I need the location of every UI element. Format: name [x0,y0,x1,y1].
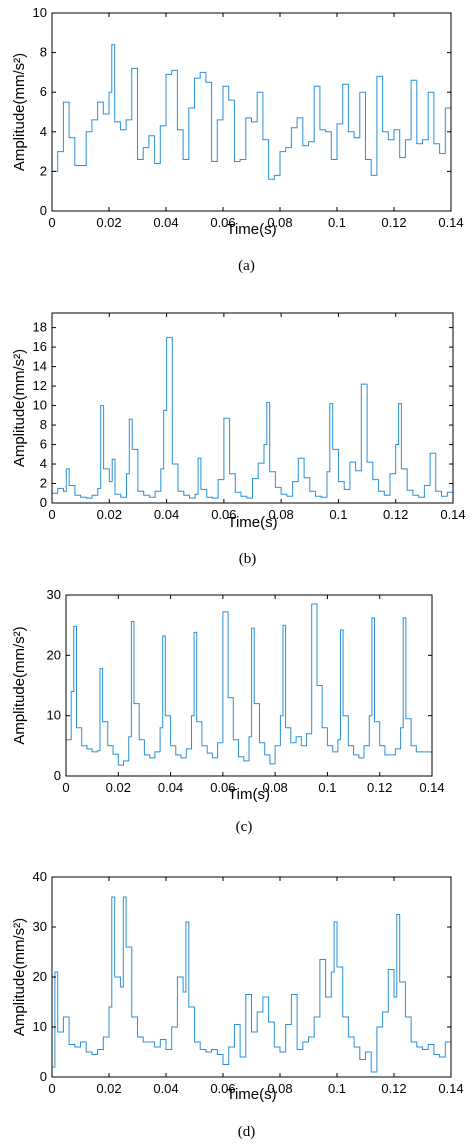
x-tick-label: 0.1 [328,1081,346,1096]
y-axis-label: Amplitude(mm/s²) [11,918,28,1036]
y-tick-label: 12 [33,378,47,393]
y-tick-label: 16 [33,339,47,354]
x-tick-label: 0 [48,507,55,522]
y-tick-label: 8 [40,417,47,432]
y-tick-label: 8 [40,45,47,60]
y-tick-label: 0 [40,495,47,510]
y-tick-label: 6 [40,84,47,99]
y-tick-label: 10 [33,5,47,20]
x-axis-label: Time(s) [227,514,277,531]
y-tick-label: 10 [33,1019,47,1034]
y-tick-label: 10 [33,398,47,413]
y-axis-label: Amplitude(mm/s²) [11,53,28,171]
x-tick-label: 0.12 [381,1081,406,1096]
plot-frame [51,12,452,212]
chart-panel-a: 0 0.02 0.04 0.06 0.08 0.1 0.12 0.14 0 2 4 6 8 10 Time(… [11,5,464,274]
x-tick-label: 0.14 [438,215,463,230]
x-tick-label: 0.04 [153,1081,178,1096]
y-tick-label: 14 [33,359,47,374]
y-tick-label: 4 [40,456,47,471]
x-tick-label: 0.12 [381,215,406,230]
x-tick-label: 0.06 [210,780,235,795]
y-tick-label: 20 [47,647,61,662]
x-tick-label: 0.12 [367,780,392,795]
panel-caption: (d) [238,1124,256,1140]
y-tick-label: 2 [40,476,47,491]
x-tick-label: 0.04 [158,780,183,795]
y-tick-label: 6 [40,437,47,452]
x-tick-label: 0.08 [268,507,293,522]
x-tick-label: 0.12 [383,507,408,522]
chart-panel-d: 0 0.02 0.04 0.06 0.08 0.1 0.12 0.14 0 10 20 30 40 Tim… [11,869,464,1140]
x-tick-label: 0 [62,780,69,795]
y-tick-label: 30 [47,587,61,602]
y-tick-label: 0 [40,203,47,218]
series-line [52,44,452,180]
x-tick-label: 0.14 [438,1081,463,1096]
series-line [52,896,452,1073]
x-tick-label: 0.06 [210,215,235,230]
x-axis-label: Time(s) [226,221,276,238]
x-tick-label: 0 [48,215,55,230]
x-tick-label: 0.02 [97,507,122,522]
y-axis-label: Amplitude(mm/s²) [11,349,28,467]
x-tick-label: 0.14 [419,780,444,795]
plot-frame [65,594,433,777]
panel-caption: (a) [238,258,255,274]
chart-panel-c: 0 0.02 0.04 0.06 0.08 0.1 0.12 0.14 0 10 20 30 Tim(s… [11,587,445,835]
x-axis-label: Tim(s) [228,786,270,803]
x-tick-label: 0.02 [106,780,131,795]
x-axis-label: Time(s) [226,1086,276,1103]
y-tick-label: 0 [40,1069,47,1084]
plot-frame [51,312,454,504]
panel-caption: (c) [236,819,253,835]
series-line [66,603,433,766]
series-line [52,336,454,499]
x-tick-label: 0.14 [440,507,465,522]
y-tick-label: 20 [33,969,47,984]
y-tick-label: 18 [33,320,47,335]
chart-panel-b: 0 0.02 0.04 0.06 0.08 0.1 0.12 0.14 0 2 4 6 8 10 12 14 1… [11,312,466,567]
x-tick-label: 0.1 [318,780,336,795]
x-tick-label: 0.04 [153,215,178,230]
x-tick-label: 0.04 [154,507,179,522]
x-tick-label: 0.06 [211,507,236,522]
x-tick-label: 0.02 [96,215,121,230]
x-tick-label: 0 [48,1081,55,1096]
y-tick-label: 2 [40,163,47,178]
x-tick-label: 0.1 [328,215,346,230]
x-tick-label: 0.08 [267,1081,292,1096]
x-tick-label: 0.08 [262,780,287,795]
x-tick-label: 0.02 [96,1081,121,1096]
x-tick-label: 0.1 [329,507,347,522]
y-tick-label: 40 [33,869,47,884]
y-axis-label: Amplitude(mm/s²) [11,626,28,744]
y-tick-label: 10 [47,708,61,723]
x-tick-label: 0.08 [267,215,292,230]
y-tick-label: 30 [33,919,47,934]
x-tick-label: 0.06 [210,1081,235,1096]
y-tick-label: 0 [54,768,61,783]
y-tick-label: 4 [40,124,47,139]
panel-caption: (b) [239,551,257,567]
